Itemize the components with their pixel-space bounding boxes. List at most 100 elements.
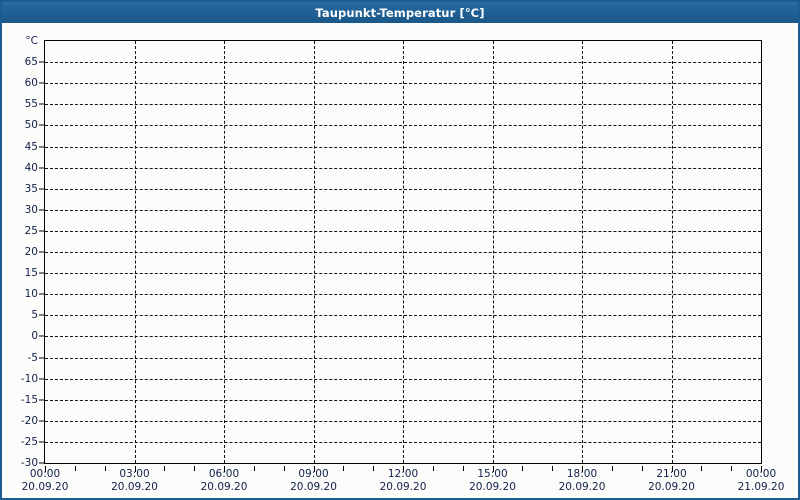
y-axis-tick-label: -20 [20, 414, 38, 427]
x-axis-tick-label-group: 18:00 20.09.20 [559, 468, 606, 494]
y-axis: 65 60 55 50 45 40 35 30 25 20 15 10 5 0 -5 -10 -15 -20 -25… [2, 40, 44, 469]
x-axis-tick-label-group: 12:00 20.09.20 [380, 468, 427, 494]
y-axis-tick-mark [39, 272, 44, 274]
y-axis-tick-label: 15 [24, 267, 38, 280]
y-axis-tick-label: 35 [24, 182, 38, 195]
y-axis-tick-mark [39, 230, 44, 232]
x-axis-tick-time: 06:00 [208, 468, 240, 480]
x-axis-tick-date: 20.09.20 [21, 481, 69, 493]
chart-title-bar: Taupunkt-Temperatur [°C] [2, 2, 798, 23]
x-axis-tick-label-group: 06:00 20.09.20 [201, 468, 248, 494]
chart-canvas: °C 65 60 55 50 45 40 35 30 25 20 15 10 5 0 -5 -10 -15 -20… [2, 23, 798, 498]
x-axis-tick-time: 00:00 [29, 468, 61, 480]
y-axis-tick-label: 40 [24, 161, 38, 174]
x-axis-tick-minor [552, 466, 554, 471]
y-axis-tick-label: 50 [24, 119, 38, 132]
x-axis-tick-time: 09:00 [298, 468, 329, 480]
x-axis-tick-minor [194, 466, 196, 471]
y-axis-tick-label: 45 [24, 140, 38, 153]
y-axis-tick-label: -10 [20, 372, 38, 385]
y-axis-tick-mark [39, 378, 44, 380]
x-axis-tick-minor [641, 466, 643, 471]
x-axis-tick-minor [164, 466, 166, 471]
x-axis-tick-time: 21:00 [656, 468, 687, 480]
x-axis-tick-date: 20.09.20 [469, 481, 516, 493]
x-axis-tick-major [492, 466, 494, 472]
y-axis-tick-label: 0 [31, 330, 38, 343]
y-axis-tick-mark [39, 209, 44, 211]
x-axis-tick-minor [74, 466, 76, 471]
y-axis-unit-label: °C [25, 35, 38, 47]
y-axis-unit-holder: °C [2, 23, 44, 63]
y-axis-tick-mark [39, 124, 44, 126]
x-axis-tick-label-group: 00:00 21.09.20 [738, 468, 785, 494]
chart-title: Taupunkt-Temperatur [°C] [315, 5, 485, 20]
x-axis-tick-time: 18:00 [566, 468, 598, 480]
x-axis-tick-major [403, 466, 404, 472]
x-axis-tick-date: 20.09.20 [200, 481, 248, 493]
y-axis-tick-mark [39, 146, 44, 147]
x-axis-tick-major [582, 466, 583, 472]
plot-area [44, 40, 762, 464]
y-axis-tick-label: 60 [24, 77, 38, 90]
data-series-layer [45, 41, 761, 463]
x-axis-tick-minor [462, 466, 464, 471]
x-axis-tick-date: 21.09.20 [737, 481, 785, 493]
x-axis-tick-minor [432, 466, 434, 471]
x-axis-tick-minor [611, 466, 613, 471]
y-axis-tick-label: -30 [20, 457, 38, 469]
x-axis-tick-time: 00:00 [745, 468, 777, 480]
y-axis-tick-label: -25 [20, 435, 38, 448]
x-axis-tick-date: 20.09.20 [648, 481, 695, 493]
y-axis-tick-mark [39, 335, 44, 337]
x-axis-tick-label-group: 15:00 20.09.20 [469, 468, 516, 494]
y-axis-tick-mark [39, 61, 44, 63]
x-axis: 00:00 20.09.20 03:00 20.09.20 06:00 20.09.20 0… [2, 466, 798, 498]
x-axis-tick-date: 20.09.20 [558, 481, 606, 493]
x-axis-tick-major [45, 466, 46, 472]
x-axis-tick-major [134, 466, 136, 472]
x-axis-tick-label-group: 00:00 20.09.20 [22, 468, 69, 494]
x-axis-tick-date: 20.09.20 [379, 481, 427, 493]
x-axis-tick-minor [522, 466, 524, 471]
x-axis-tick-date: 20.09.20 [290, 481, 337, 493]
x-axis-tick-time: 12:00 [387, 468, 419, 480]
x-axis-tick-time: 15:00 [477, 468, 508, 480]
y-axis-tick-mark [39, 314, 44, 316]
x-axis-tick-time: 03:00 [119, 468, 150, 480]
x-axis-tick-minor [283, 466, 285, 471]
x-axis-tick-label-group: 09:00 20.09.20 [290, 468, 337, 494]
y-axis-tick-label: 55 [24, 98, 38, 111]
y-axis-tick-label: 10 [24, 288, 38, 301]
x-axis-tick-minor [731, 466, 733, 471]
y-axis-tick-mark [39, 167, 44, 169]
y-axis-tick-label: 65 [24, 56, 38, 69]
x-axis-tick-minor [701, 466, 703, 471]
y-axis-tick-mark [39, 420, 44, 422]
y-axis-tick-mark [39, 103, 44, 105]
y-axis-tick-mark [39, 82, 44, 84]
y-axis-tick-mark [39, 357, 44, 358]
x-axis-tick-minor [373, 466, 375, 471]
y-axis-tick-mark [39, 399, 44, 401]
y-axis-tick-mark [39, 188, 44, 190]
x-axis-tick-major [761, 466, 762, 472]
y-axis-tick-label: 30 [24, 203, 38, 216]
x-axis-tick-major [671, 466, 673, 472]
y-axis-tick-mark [39, 462, 44, 464]
y-axis-tick-mark [39, 293, 44, 295]
x-axis-tick-date: 20.09.20 [111, 481, 158, 493]
x-axis-tick-label-group: 03:00 20.09.20 [111, 468, 158, 494]
x-axis-tick-major [224, 466, 225, 472]
x-axis-tick-minor [253, 466, 255, 471]
y-axis-tick-label: -5 [27, 351, 38, 364]
x-axis-tick-label-group: 21:00 20.09.20 [648, 468, 695, 494]
x-axis-tick-minor [104, 466, 106, 471]
y-axis-tick-label: 20 [24, 246, 38, 258]
y-axis-tick-mark [39, 251, 44, 253]
y-axis-tick-label: -15 [20, 393, 38, 406]
y-axis-tick-label: 25 [24, 224, 38, 237]
y-axis-tick-label: 5 [31, 309, 38, 322]
x-axis-tick-minor [343, 466, 345, 471]
